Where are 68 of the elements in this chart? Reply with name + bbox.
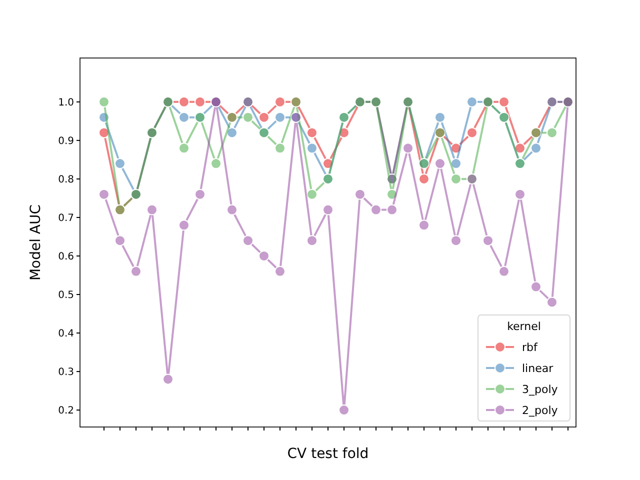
point xyxy=(450,173,462,184)
point xyxy=(194,96,206,108)
point xyxy=(322,204,334,216)
point xyxy=(306,142,318,154)
point xyxy=(450,235,462,246)
legend-label: linear xyxy=(522,362,554,375)
point xyxy=(178,96,190,108)
point xyxy=(434,112,446,123)
point xyxy=(146,204,158,216)
point xyxy=(386,204,398,216)
point xyxy=(194,188,206,200)
point xyxy=(114,158,126,170)
y-tick-label: 0.2 xyxy=(58,406,74,417)
point xyxy=(178,220,190,231)
point xyxy=(242,112,254,123)
point xyxy=(130,266,142,277)
point xyxy=(274,142,286,154)
point xyxy=(482,235,494,246)
point xyxy=(354,188,366,200)
point xyxy=(274,96,286,108)
point xyxy=(370,204,382,216)
point xyxy=(434,158,446,170)
point xyxy=(178,112,190,123)
x-axis-title: CV test fold xyxy=(287,446,369,462)
y-tick-label: 1.0 xyxy=(58,97,74,108)
point xyxy=(226,204,238,216)
point xyxy=(338,404,350,416)
point xyxy=(466,96,478,108)
point xyxy=(306,188,318,200)
point xyxy=(306,235,318,246)
point xyxy=(98,188,110,200)
point xyxy=(498,266,510,277)
y-tick-label: 0.8 xyxy=(58,174,74,186)
point xyxy=(162,374,174,385)
point xyxy=(514,188,526,200)
point xyxy=(402,142,414,154)
point xyxy=(530,142,542,154)
y-tick-label: 0.3 xyxy=(58,367,74,378)
legend-label: 2_poly xyxy=(522,404,558,417)
point xyxy=(210,158,222,170)
point xyxy=(98,96,110,108)
point xyxy=(226,127,238,138)
y-tick-label: 0.4 xyxy=(58,328,74,340)
point xyxy=(178,142,190,154)
point xyxy=(498,96,510,108)
point xyxy=(530,281,542,292)
point xyxy=(274,112,286,123)
y-axis-title: Model AUC xyxy=(28,204,44,281)
legend-label: rbf xyxy=(522,340,539,354)
legend-label: 3_poly xyxy=(522,382,558,396)
point xyxy=(418,220,430,231)
point xyxy=(466,127,478,138)
point xyxy=(546,127,558,138)
point xyxy=(546,296,558,308)
point xyxy=(450,158,462,170)
point xyxy=(418,173,430,184)
point xyxy=(514,142,526,154)
point xyxy=(274,266,286,277)
y-tick-label: 0.6 xyxy=(58,251,74,262)
point xyxy=(258,250,270,262)
point xyxy=(306,127,318,138)
point xyxy=(114,235,126,246)
point xyxy=(242,235,254,246)
point xyxy=(258,112,270,123)
y-tick-label: 0.7 xyxy=(58,212,74,224)
y-tick-label: 0.9 xyxy=(58,136,74,147)
legend-title: kernel xyxy=(507,320,541,333)
y-tick-label: 0.5 xyxy=(58,290,74,301)
